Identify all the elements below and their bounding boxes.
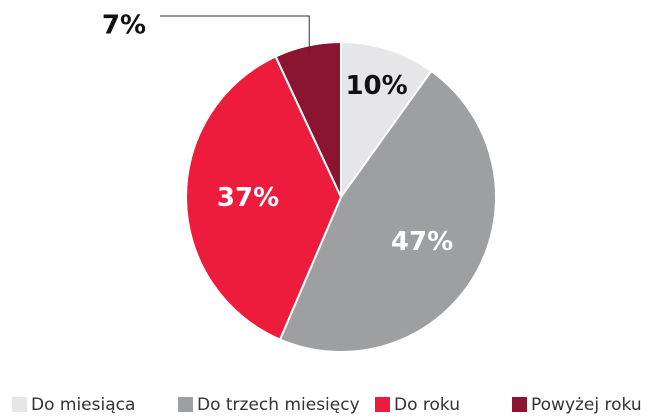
pie-slice xyxy=(185,55,343,341)
legend-label: Powyżej roku xyxy=(531,395,642,415)
pie-slice xyxy=(278,69,497,353)
legend-swatch xyxy=(12,397,27,412)
legend-swatch xyxy=(375,397,390,412)
data-label: 10% xyxy=(345,71,407,101)
leader-line xyxy=(160,15,310,54)
legend-swatch xyxy=(178,397,193,412)
data-label: 47% xyxy=(391,227,453,257)
pie-slice xyxy=(340,40,433,201)
pie-slice xyxy=(274,40,342,198)
legend-swatch xyxy=(512,397,527,412)
legend-label: Do trzech miesięcy xyxy=(197,395,360,415)
legend-label: Do miesiąca xyxy=(31,395,135,415)
data-label: 37% xyxy=(217,183,279,213)
data-label: 7% xyxy=(102,11,146,41)
legend-label: Do roku xyxy=(394,395,460,415)
